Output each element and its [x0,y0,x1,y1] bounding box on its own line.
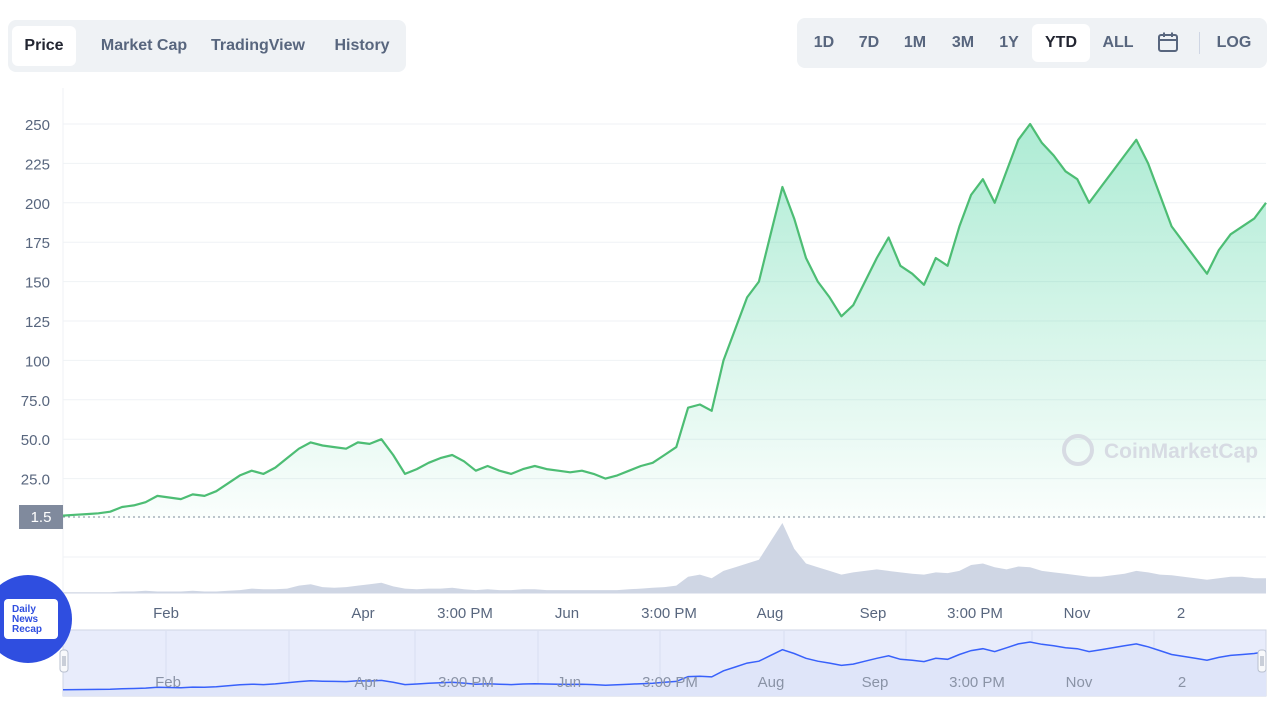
log-toggle-button[interactable]: LOG [1216,34,1252,51]
calendar-icon-glyph [1158,32,1178,52]
range-1m[interactable]: 1M [903,34,927,51]
chart-type-tabs: Price Market Cap TradingView History [8,20,406,72]
navigator-tick-label: Sep [862,674,889,691]
range-all[interactable]: ALL [1102,34,1134,51]
coinmarketcap-logo-icon [1062,434,1094,466]
navigator-tick-label: Apr [354,674,377,691]
x-tick-label: Aug [757,605,784,622]
x-tick-label: 3:00 PM [437,605,493,622]
navigator-line [62,641,1267,691]
daily-news-recap-badge[interactable]: Daily News Recap [0,575,72,663]
navigator-tick-label: Aug [758,674,785,691]
badge-line-1: Daily [12,604,36,615]
navigator-tick-label: 2 [1178,674,1186,691]
range-ytd[interactable]: YTD [1032,24,1090,62]
navigator-right-handle[interactable] [1257,649,1267,673]
price-area-fill [63,124,1266,518]
range-7d[interactable]: 7D [858,34,880,51]
navigator-tick-label: Feb [155,674,181,691]
coinmarketcap-watermark: CoinMarketCap [1062,434,1258,466]
volume-area [63,523,1266,593]
navigator-area [63,642,1266,696]
navigator-tick-label: Jun [557,674,581,691]
y-tick-label: 125 [25,314,50,331]
navigator-tick-label: 3:00 PM [438,674,494,691]
news-icon: Daily News Recap [0,575,72,663]
badge-line-2: News [12,614,39,625]
x-tick-label: Jun [555,605,579,622]
range-1d[interactable]: 1D [813,34,835,51]
watermark-text: CoinMarketCap [1104,440,1258,463]
y-tick-label: 100 [25,353,50,370]
navigator-tick-label: 3:00 PM [949,674,1005,691]
x-tick-label: Sep [860,605,887,622]
x-tick-label: Feb [153,605,179,622]
tab-history[interactable]: History [334,37,390,54]
tab-market-cap[interactable]: Market Cap [100,37,188,54]
y-tick-label: 150 [25,275,50,292]
y-tick-label: 50.0 [21,432,50,449]
current-price-label: 1.5 [31,509,52,526]
time-range-selector: ALL YTD 1Y 3M 1M 7D 1D LOG [797,18,1267,68]
x-tick-label: Apr [351,605,374,622]
price-line [62,122,1267,517]
navigator-left-handle[interactable] [59,649,69,673]
tab-tradingview[interactable]: TradingView [211,37,305,54]
y-tick-label: 225 [25,156,50,173]
badge-line-3: Recap [12,624,42,635]
y-tick-label: 250 [25,117,50,134]
tab-price[interactable]: Price [12,26,76,66]
current-price-tag [19,505,63,529]
x-tick-label: 2 [1177,605,1185,622]
range-3m[interactable]: 3M [951,34,975,51]
y-tick-label: 175 [25,235,50,252]
navigator-tick-label: 3:00 PM [642,674,698,691]
y-tick-label: 200 [25,196,50,213]
x-tick-label: Nov [1064,605,1091,622]
y-tick-label: 25.0 [21,472,50,489]
y-tick-label: 75.0 [21,393,50,410]
range-separator [1199,32,1200,54]
x-tick-label: 3:00 PM [947,605,1003,622]
range-1y[interactable]: 1Y [999,34,1019,51]
calendar-icon[interactable] [1157,31,1179,53]
navigator-tick-label: Nov [1066,674,1093,691]
x-tick-label: 3:00 PM [641,605,697,622]
